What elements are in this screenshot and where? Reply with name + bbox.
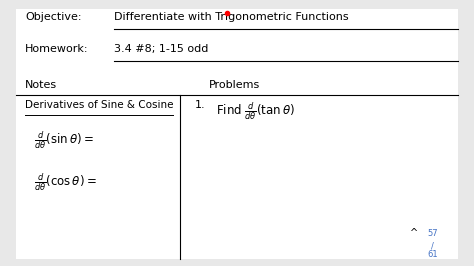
Text: /: / xyxy=(431,241,434,250)
FancyBboxPatch shape xyxy=(16,9,458,259)
Text: 1.: 1. xyxy=(195,100,205,110)
Text: 57: 57 xyxy=(427,229,438,238)
Text: Objective:: Objective: xyxy=(25,12,82,22)
Text: $\frac{d}{d\theta}(\sin\theta) =$: $\frac{d}{d\theta}(\sin\theta) =$ xyxy=(35,129,94,151)
Text: ^: ^ xyxy=(410,228,418,238)
Text: Differentiate with Trigonometric Functions: Differentiate with Trigonometric Functio… xyxy=(115,12,349,22)
Text: Derivatives of Sine & Cosine: Derivatives of Sine & Cosine xyxy=(25,100,173,110)
Text: 3.4 #8; 1-15 odd: 3.4 #8; 1-15 odd xyxy=(115,44,209,53)
Text: Notes: Notes xyxy=(25,80,57,90)
Text: Problems: Problems xyxy=(209,80,260,90)
Text: Homework:: Homework: xyxy=(25,44,89,53)
Text: 61: 61 xyxy=(427,250,438,259)
Text: Find $\frac{d}{d\theta}(\tan\theta)$: Find $\frac{d}{d\theta}(\tan\theta)$ xyxy=(216,100,295,122)
Text: $\frac{d}{d\theta}(\cos\theta) =$: $\frac{d}{d\theta}(\cos\theta) =$ xyxy=(35,171,97,193)
